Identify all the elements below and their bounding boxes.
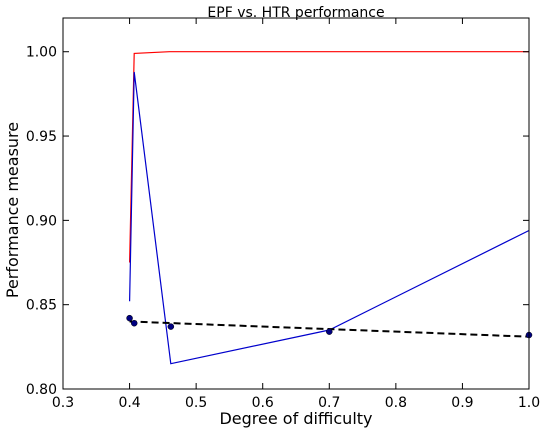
- series-3-point-0: [126, 314, 133, 322]
- y-tick-label: 1.00: [26, 45, 57, 61]
- x-axis-label: Degree of difficulty: [219, 409, 372, 428]
- series-0-line: [129, 51, 529, 263]
- x-tick-label: 0.7: [318, 395, 340, 411]
- plot-frame: [62, 17, 530, 390]
- y-tick-label: 0.85: [26, 298, 57, 314]
- x-tick-label: 0.5: [185, 395, 207, 411]
- x-tick-label: 0.9: [451, 395, 473, 411]
- x-tick-label: 0.4: [118, 395, 140, 411]
- x-tick-label: 0.6: [252, 395, 274, 411]
- x-tick-label: 0.3: [52, 395, 74, 411]
- series-3-point-3: [326, 328, 333, 335]
- y-axis-label: Performance measure: [3, 122, 22, 298]
- chart-title: EPF vs. HTR performance: [207, 5, 384, 21]
- y-tick-label: 0.80: [26, 382, 57, 398]
- x-tick-label: 1.0: [518, 395, 540, 411]
- x-tick-label: 0.8: [385, 395, 407, 411]
- y-tick-label: 0.95: [26, 129, 57, 145]
- y-tick-label: 0.90: [26, 213, 57, 229]
- series-1-line: [129, 71, 530, 365]
- series-3-point-1: [130, 319, 138, 327]
- series-3-point-2: [167, 323, 175, 330]
